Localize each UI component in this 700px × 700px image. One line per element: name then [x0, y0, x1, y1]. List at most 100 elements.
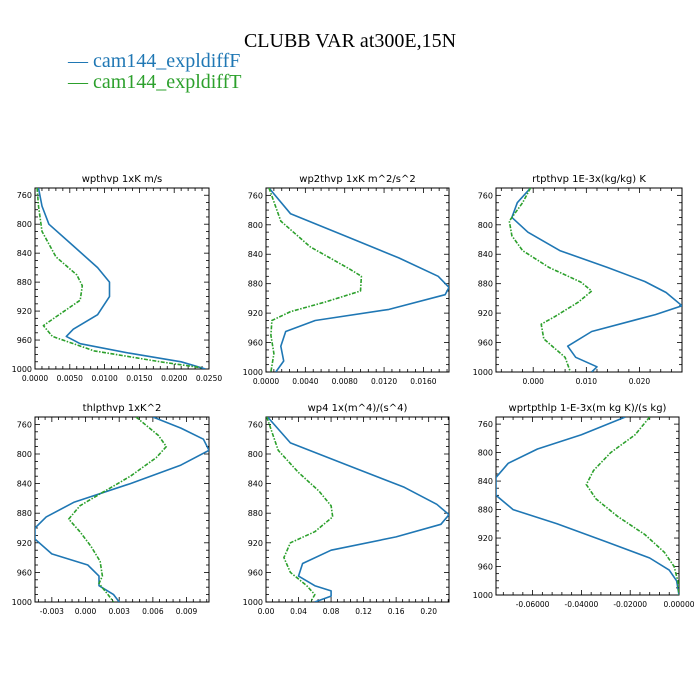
y-tick-label: 760: [17, 420, 32, 429]
y-tick-label: 1000: [473, 368, 493, 377]
plot-frame: [495, 416, 680, 596]
series-line-cam144_expldiffF: [35, 417, 209, 602]
y-tick-label: 840: [478, 250, 493, 259]
y-tick-label: 960: [248, 339, 263, 348]
legend-entry-expldiffF: — cam144_expldiffF: [68, 50, 241, 72]
x-tick-label: -0.003: [40, 607, 64, 616]
y-tick-label: 920: [17, 539, 32, 548]
series-line-cam144_expldiffT: [67, 417, 168, 602]
y-tick-label: 880: [17, 278, 32, 287]
y-tick-label: 1000: [243, 368, 263, 377]
figure-title: CLUBB VAR at300E,15N: [243, 30, 457, 52]
y-tick-label: 760: [248, 420, 263, 429]
panel-title: thlpthvp 1xK^2: [83, 403, 162, 414]
x-tick-label: 0.04: [290, 607, 307, 616]
y-tick-label: 880: [478, 506, 493, 515]
series-line-cam144_expldiffF: [37, 188, 206, 369]
panel-title: wp4 1x(m^4)/(s^4): [308, 403, 408, 414]
y-tick-label: 760: [17, 191, 32, 200]
y-tick-label: 800: [248, 450, 263, 459]
y-tick-label: 1000: [473, 591, 493, 600]
x-tick-label: 0.00000: [663, 600, 694, 609]
y-tick-label: 960: [478, 339, 493, 348]
panel-title: wpthvp 1xK m/s: [82, 174, 163, 185]
plot-frame: [34, 187, 210, 370]
panel-title: rtpthvp 1E-3x(kg/kg) K: [532, 174, 646, 185]
y-tick-label: 1000: [243, 598, 263, 607]
panel-4: thlpthvp 1xK^2 760 800 840 880 920 960 1000 -0.0…: [12, 403, 210, 616]
panel-2: wp2thvp 1xK m^2/s^2 760 800 840 880 920 960 100…: [243, 174, 450, 386]
y-tick-label: 760: [248, 191, 263, 200]
series-line-cam144_expldiffT: [266, 417, 334, 602]
y-tick-label: 920: [248, 539, 263, 548]
x-tick-label: 0.0150: [126, 374, 152, 383]
y-tick-label: 960: [17, 336, 32, 345]
series-line-cam144_expldiffF: [511, 188, 682, 372]
y-tick-label: 960: [17, 568, 32, 577]
x-tick-label: 0.006: [142, 607, 164, 616]
y-tick-label: 880: [478, 280, 493, 289]
series-line-cam144_expldiffT: [268, 188, 363, 372]
y-tick-label: 800: [17, 220, 32, 229]
x-tick-label: 0.12: [355, 607, 372, 616]
plot-frame: [265, 416, 450, 603]
x-tick-label: 0.16: [388, 607, 405, 616]
y-tick-label: 1000: [12, 598, 32, 607]
y-tick-label: 760: [478, 420, 493, 429]
x-tick-label: 0.020: [629, 377, 651, 386]
y-tick-label: 960: [478, 563, 493, 572]
x-tick-label: -0.02000: [613, 600, 647, 609]
y-tick-label: 880: [17, 509, 32, 518]
legend-entry-expldiffT: — cam144_expldiffT: [68, 71, 242, 93]
x-tick-label: 0.0000: [253, 377, 279, 386]
panel-title: wprtpthlp 1-E-3x(m kg K)/(s kg): [509, 403, 667, 414]
y-tick-label: 840: [478, 477, 493, 486]
x-tick-label: 0.08: [323, 607, 340, 616]
x-tick-label: 0.0160: [410, 377, 436, 386]
plot-frame: [495, 187, 683, 373]
y-tick-label: 920: [17, 307, 32, 316]
y-tick-label: 840: [17, 249, 32, 258]
panel-3: rtpthvp 1E-3x(kg/kg) K 760 800 840 880 920 960…: [473, 174, 683, 386]
y-tick-label: 960: [248, 568, 263, 577]
x-tick-label: 0.0050: [57, 374, 83, 383]
y-tick-label: 1000: [12, 365, 32, 374]
y-tick-label: 800: [17, 450, 32, 459]
panel-title: wp2thvp 1xK m^2/s^2: [299, 174, 415, 185]
x-tick-label: 0.0250: [196, 374, 222, 383]
series-line-cam144_expldiffT: [585, 417, 679, 595]
y-tick-label: 840: [17, 480, 32, 489]
x-tick-label: 0.20: [420, 607, 437, 616]
panel-1: wpthvp 1xK m/s76080084088092096010000.00…: [12, 174, 223, 383]
plot-frame: [265, 187, 450, 373]
x-tick-label: 0.010: [576, 377, 598, 386]
x-tick-label: 0.0080: [332, 377, 358, 386]
y-tick-label: 880: [248, 509, 263, 518]
x-tick-label: 0.0200: [161, 374, 187, 383]
y-tick-label: 800: [478, 221, 493, 230]
x-tick-label: 0.0100: [91, 374, 117, 383]
y-tick-label: 920: [248, 309, 263, 318]
y-tick-label: 880: [248, 280, 263, 289]
y-tick-label: 920: [478, 534, 493, 543]
series-line-cam144_expldiffT: [508, 188, 593, 372]
y-tick-label: 760: [478, 191, 493, 200]
x-tick-label: 0.003: [108, 607, 130, 616]
x-tick-label: -0.04000: [565, 600, 599, 609]
x-tick-label: -0.06000: [516, 600, 550, 609]
series-line-cam144_expldiffF: [496, 417, 679, 595]
x-tick-label: 0.000: [75, 607, 97, 616]
x-tick-label: 0.0120: [371, 377, 397, 386]
y-tick-label: 840: [248, 480, 263, 489]
x-tick-label: 0.009: [176, 607, 198, 616]
x-tick-label: 0.0000: [22, 374, 48, 383]
y-tick-label: 840: [248, 250, 263, 259]
y-tick-label: 920: [478, 309, 493, 318]
x-tick-label: 0.00: [258, 607, 275, 616]
y-tick-label: 800: [248, 221, 263, 230]
y-tick-label: 800: [478, 449, 493, 458]
panel-6: wprtpthlp 1-E-3x(m kg K)/(s kg) 760 800 840…: [473, 403, 695, 609]
panel-5: wp4 1x(m^4)/(s^4)76080084088092096010000…: [243, 403, 450, 616]
